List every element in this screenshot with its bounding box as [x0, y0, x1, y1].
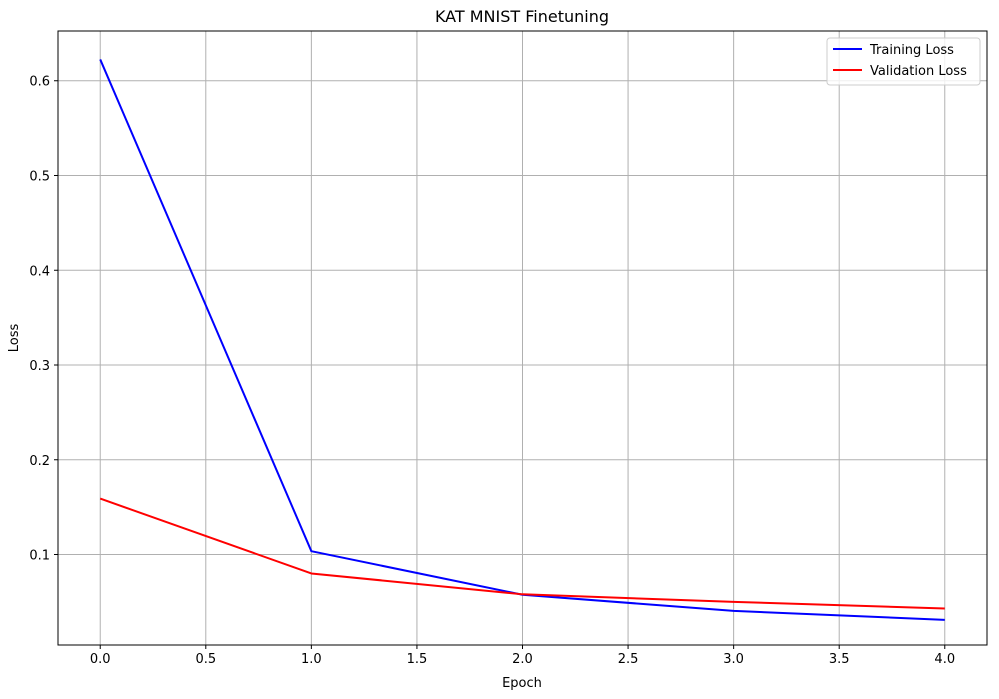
y-tick-label: 0.4 [29, 264, 50, 279]
x-tick-label: 0.5 [195, 652, 216, 667]
grid [58, 31, 987, 645]
legend-box [826, 37, 981, 86]
y-tick-label: 0.6 [29, 75, 50, 90]
x-tick-label: 1.0 [301, 652, 322, 667]
y-tick-label: 0.5 [29, 169, 50, 184]
y-axis-label: Loss [7, 324, 22, 353]
y-tick-label: 0.1 [29, 549, 50, 564]
axis-ticks: 0.0 0.5 1.0 1.5 2.0 2.5 3.0 3.5 4.0 0.1 0.2 0.3 0.4 0… [29, 75, 955, 667]
x-axis-label: Epoch [502, 676, 542, 691]
x-tick-label: 4.0 [934, 652, 955, 667]
series-lines [99, 59, 945, 621]
y-tick-label: 0.2 [29, 454, 50, 469]
x-tick-label: 0.0 [90, 652, 111, 667]
x-tick-label: 2.5 [618, 652, 639, 667]
chart-title: KAT MNIST Finetuning [435, 7, 609, 26]
y-tick-label: 0.3 [29, 359, 50, 374]
x-tick-label: 1.5 [407, 652, 428, 667]
legend: Training Loss Validation Loss [826, 37, 981, 86]
legend-label-training-loss: Training Loss [869, 43, 954, 58]
x-tick-label: 2.0 [512, 652, 533, 667]
legend-label-validation-loss: Validation Loss [870, 64, 967, 79]
x-tick-label: 3.0 [723, 652, 744, 667]
series-line-validation-loss [99, 497, 945, 610]
x-tick-label: 3.5 [829, 652, 850, 667]
